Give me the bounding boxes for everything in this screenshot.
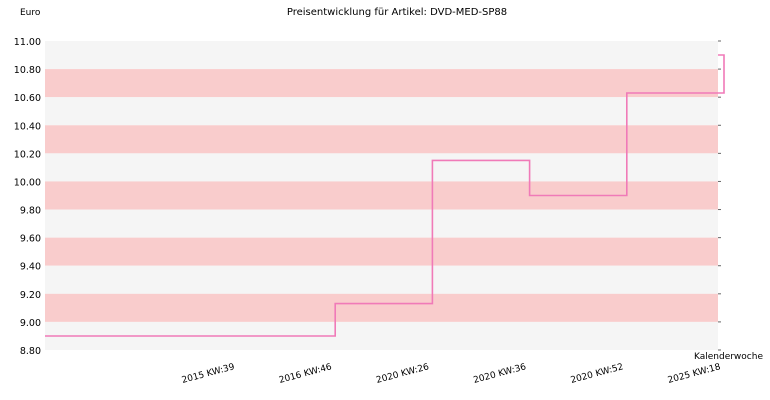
y-tick-label: 9.80 <box>20 206 41 217</box>
x-tick-label: 2025 KW:18 <box>667 362 722 386</box>
x-tick-label: 2016 KW:46 <box>278 362 333 386</box>
y-tick-label: 9.60 <box>20 234 41 245</box>
plot-band <box>45 293 718 322</box>
y-tick-label: 10.20 <box>14 149 41 160</box>
y-tick-label: 11.00 <box>14 37 41 48</box>
y-tick-label: 9.20 <box>20 290 41 301</box>
y-axis-label: Euro <box>20 8 41 18</box>
chart-title: Preisentwicklung für Artikel: DVD-MED-SP… <box>287 7 507 18</box>
plot-band <box>45 97 718 126</box>
plot-band <box>45 237 718 266</box>
plot-band <box>45 153 718 182</box>
plot-band <box>45 125 718 154</box>
y-tick-label: 10.00 <box>14 177 41 188</box>
y-tick-label: 9.40 <box>20 262 41 273</box>
x-tick-label: 2020 KW:26 <box>375 362 430 386</box>
plot-band <box>45 209 718 238</box>
x-tick-label: 2020 KW:52 <box>570 362 625 386</box>
y-tick-label: 10.40 <box>14 121 41 132</box>
y-tick-label: 8.80 <box>20 346 41 357</box>
y-axis: 11.00 10.80 10.60 10.40 10.20 10.00 9.80 9.60 9.… <box>14 37 721 357</box>
x-tick-label: 2015 KW:39 <box>181 362 236 386</box>
plot-band <box>45 265 718 294</box>
price-step-line <box>45 54 725 337</box>
x-tick-label: 2020 KW:36 <box>472 362 527 386</box>
x-axis: 2015 KW:39 2016 KW:46 2020 KW:26 2020 KW:36… <box>181 362 722 386</box>
plot-band <box>45 41 718 70</box>
y-tick-label: 9.00 <box>20 318 41 329</box>
x-axis-label: Kalenderwoche <box>694 352 763 362</box>
y-tick-label: 10.60 <box>14 93 41 104</box>
y-tick-label: 10.80 <box>14 65 41 76</box>
plot-band <box>45 69 718 98</box>
